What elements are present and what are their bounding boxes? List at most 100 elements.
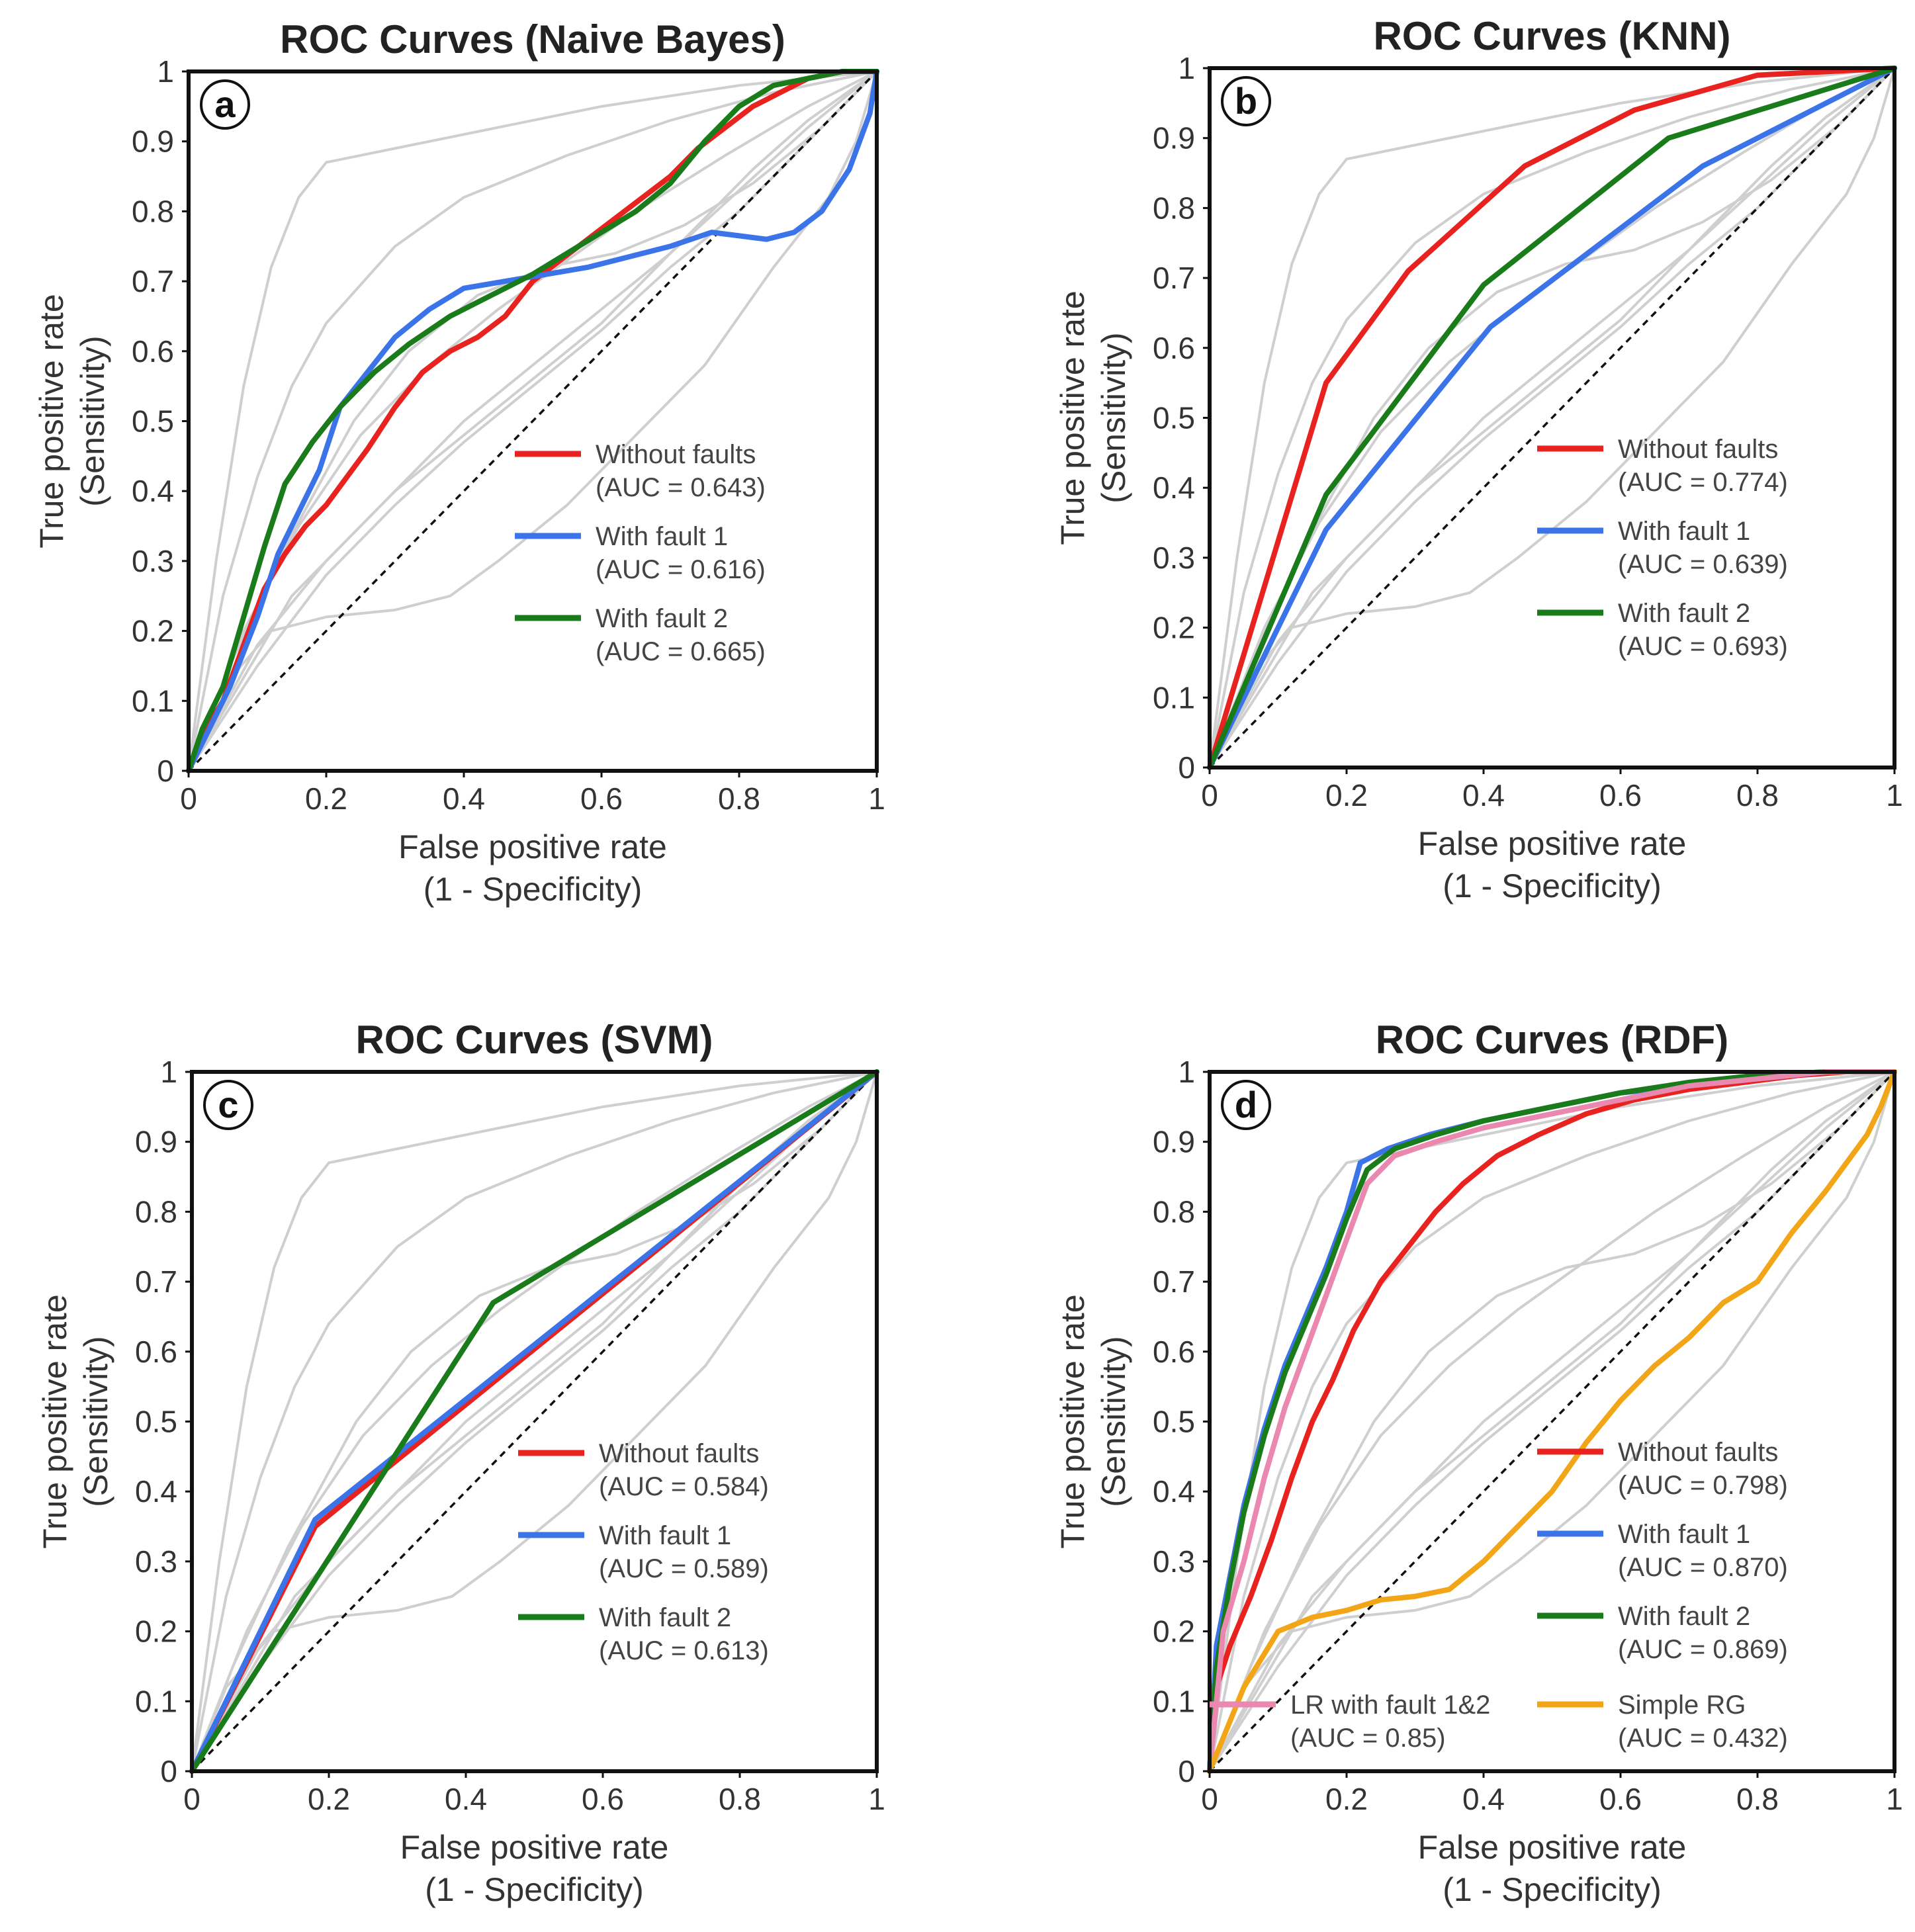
x-tick-label: 0.8 bbox=[1736, 778, 1779, 812]
panel-label: a bbox=[214, 83, 236, 125]
panel-label: b bbox=[1235, 80, 1257, 122]
x-tick-label: 0.8 bbox=[719, 1782, 761, 1816]
panel-c: ROC Curves (SVM) 0 0.2 0.4 0.6 0.8 1 0 0.1 0.2 0.3… bbox=[36, 1018, 885, 1908]
legend-entry-name: Without faults bbox=[599, 1439, 759, 1468]
legend-entry-auc: (AUC = 0.613) bbox=[599, 1636, 769, 1665]
panel-title: ROC Curves (Naive Bayes) bbox=[280, 17, 785, 62]
series-line-with-fault-2 bbox=[1207, 66, 1897, 770]
legend-entry-auc: (AUC = 0.869) bbox=[1618, 1635, 1788, 1664]
y-tick-label: 0.2 bbox=[132, 614, 174, 648]
legend-entry-name: With fault 2 bbox=[599, 1603, 731, 1632]
y-axis-sublabel: (Sensitivity) bbox=[74, 335, 111, 506]
background-curve bbox=[187, 70, 877, 771]
y-tick-label: 0.4 bbox=[1153, 1474, 1195, 1509]
background-curve bbox=[1208, 67, 1895, 768]
y-tick-label: 0.7 bbox=[1153, 261, 1195, 295]
y-tick-label: 0 bbox=[160, 1754, 177, 1788]
background-curve bbox=[187, 70, 878, 772]
x-axis-sublabel: (1 - Specificity) bbox=[425, 1871, 644, 1908]
background-curve bbox=[187, 70, 877, 771]
y-tick-label: 0.3 bbox=[1153, 541, 1195, 575]
x-tick-label: 0.6 bbox=[582, 1782, 624, 1816]
series-line-with-fault-1 bbox=[186, 69, 879, 773]
legend-entry-name: With fault 2 bbox=[1618, 1602, 1750, 1631]
panel-label: d bbox=[1235, 1084, 1257, 1125]
x-tick-label: 1 bbox=[868, 1782, 885, 1816]
series-line-simple-rg bbox=[1207, 1069, 1897, 1774]
y-axis-sublabel: (Sensitivity) bbox=[77, 1336, 114, 1507]
panel-label-circle bbox=[1221, 1080, 1271, 1130]
background-curve bbox=[191, 1071, 877, 1772]
x-tick-label: 0 bbox=[183, 1782, 200, 1816]
x-axis-label: False positive rate bbox=[1418, 1829, 1687, 1866]
y-tick-label: 0.6 bbox=[132, 334, 174, 369]
y-tick-label: 0.1 bbox=[1153, 1684, 1195, 1718]
chance-diagonal bbox=[187, 70, 878, 772]
y-tick-label: 1 bbox=[160, 1055, 177, 1089]
x-tick-label: 0.8 bbox=[1736, 1782, 1779, 1816]
background-curve bbox=[1208, 67, 1896, 769]
x-axis-sublabel: (1 - Specificity) bbox=[423, 871, 643, 908]
y-tick-label: 0.7 bbox=[1153, 1264, 1195, 1299]
legend: Without faults (AUC = 0.798) With fault 1 (… bbox=[1210, 1438, 1788, 1753]
y-tick-label: 0.8 bbox=[1153, 1194, 1195, 1229]
legend-entry-name: LR with fault 1&2 bbox=[1290, 1690, 1490, 1720]
series-line-with-fault-2 bbox=[1207, 1069, 1897, 1774]
y-tick-label: 0.9 bbox=[135, 1125, 177, 1159]
legend-entry-auc: (AUC = 0.616) bbox=[596, 555, 766, 584]
y-tick-label: 0.6 bbox=[1153, 1335, 1195, 1369]
x-tick-label: 0 bbox=[1201, 778, 1218, 812]
y-tick-label: 0.3 bbox=[132, 544, 174, 578]
background-curve bbox=[1208, 1071, 1896, 1773]
legend-entry-auc: (AUC = 0.798) bbox=[1618, 1471, 1788, 1500]
chance-diagonal bbox=[191, 1071, 878, 1773]
background-curve bbox=[1208, 1071, 1895, 1772]
x-tick-label: 0 bbox=[1201, 1782, 1218, 1816]
legend-entry-auc: (AUC = 0.85) bbox=[1290, 1724, 1446, 1753]
y-tick-label: 0.2 bbox=[1153, 611, 1195, 645]
legend-entry-name: Without faults bbox=[1618, 435, 1778, 464]
x-tick-label: 0.4 bbox=[1462, 778, 1505, 812]
x-tick-label: 0.4 bbox=[443, 781, 485, 816]
x-tick-label: 0.2 bbox=[1325, 778, 1368, 812]
background-curve bbox=[191, 1071, 878, 1772]
background-curve bbox=[1208, 1071, 1896, 1772]
y-tick-label: 0.1 bbox=[135, 1684, 177, 1718]
background-curve bbox=[1208, 1071, 1895, 1772]
series-line-without-faults bbox=[1207, 66, 1897, 770]
x-tick-label: 0.4 bbox=[445, 1782, 487, 1816]
y-tick-label: 0.8 bbox=[1153, 191, 1195, 225]
x-tick-label: 1 bbox=[1886, 1782, 1903, 1816]
background-curve bbox=[191, 1071, 877, 1772]
x-axis-sublabel: (1 - Specificity) bbox=[1443, 1871, 1662, 1908]
x-tick-label: 0.6 bbox=[580, 781, 623, 816]
x-tick-label: 0 bbox=[180, 781, 197, 816]
y-tick-label: 0.6 bbox=[135, 1335, 177, 1369]
y-axis-label: True positive rate bbox=[1054, 290, 1091, 545]
background-curve bbox=[1208, 67, 1895, 768]
y-axis-label: True positive rate bbox=[1054, 1294, 1091, 1548]
x-tick-label: 0.2 bbox=[1325, 1782, 1368, 1816]
x-tick-label: 1 bbox=[868, 781, 885, 816]
y-tick-label: 0.3 bbox=[1153, 1544, 1195, 1579]
background-curve bbox=[191, 1071, 877, 1772]
series-line-with-fault-2 bbox=[189, 1069, 879, 1774]
x-axis-label: False positive rate bbox=[1418, 825, 1687, 862]
series-line-with-fault-2 bbox=[186, 69, 879, 773]
y-tick-label: 0 bbox=[1178, 1754, 1195, 1788]
panel-label: c bbox=[218, 1084, 238, 1125]
y-axis-label: True positive rate bbox=[36, 1294, 73, 1548]
y-tick-label: 0.5 bbox=[1153, 401, 1195, 435]
legend-entry-auc: (AUC = 0.584) bbox=[599, 1472, 769, 1501]
y-tick-label: 0.9 bbox=[1153, 121, 1195, 155]
y-tick-label: 0.9 bbox=[1153, 1125, 1195, 1159]
y-tick-label: 1 bbox=[157, 54, 174, 89]
x-tick-label: 0.2 bbox=[305, 781, 347, 816]
x-tick-label: 0.4 bbox=[1462, 1782, 1505, 1816]
legend-entry-auc: (AUC = 0.643) bbox=[596, 473, 766, 502]
panel-title: ROC Curves (KNN) bbox=[1373, 14, 1730, 58]
y-tick-label: 0.4 bbox=[132, 474, 174, 508]
legend-entry-auc: (AUC = 0.693) bbox=[1618, 632, 1788, 661]
legend-entry-auc: (AUC = 0.665) bbox=[596, 637, 766, 666]
